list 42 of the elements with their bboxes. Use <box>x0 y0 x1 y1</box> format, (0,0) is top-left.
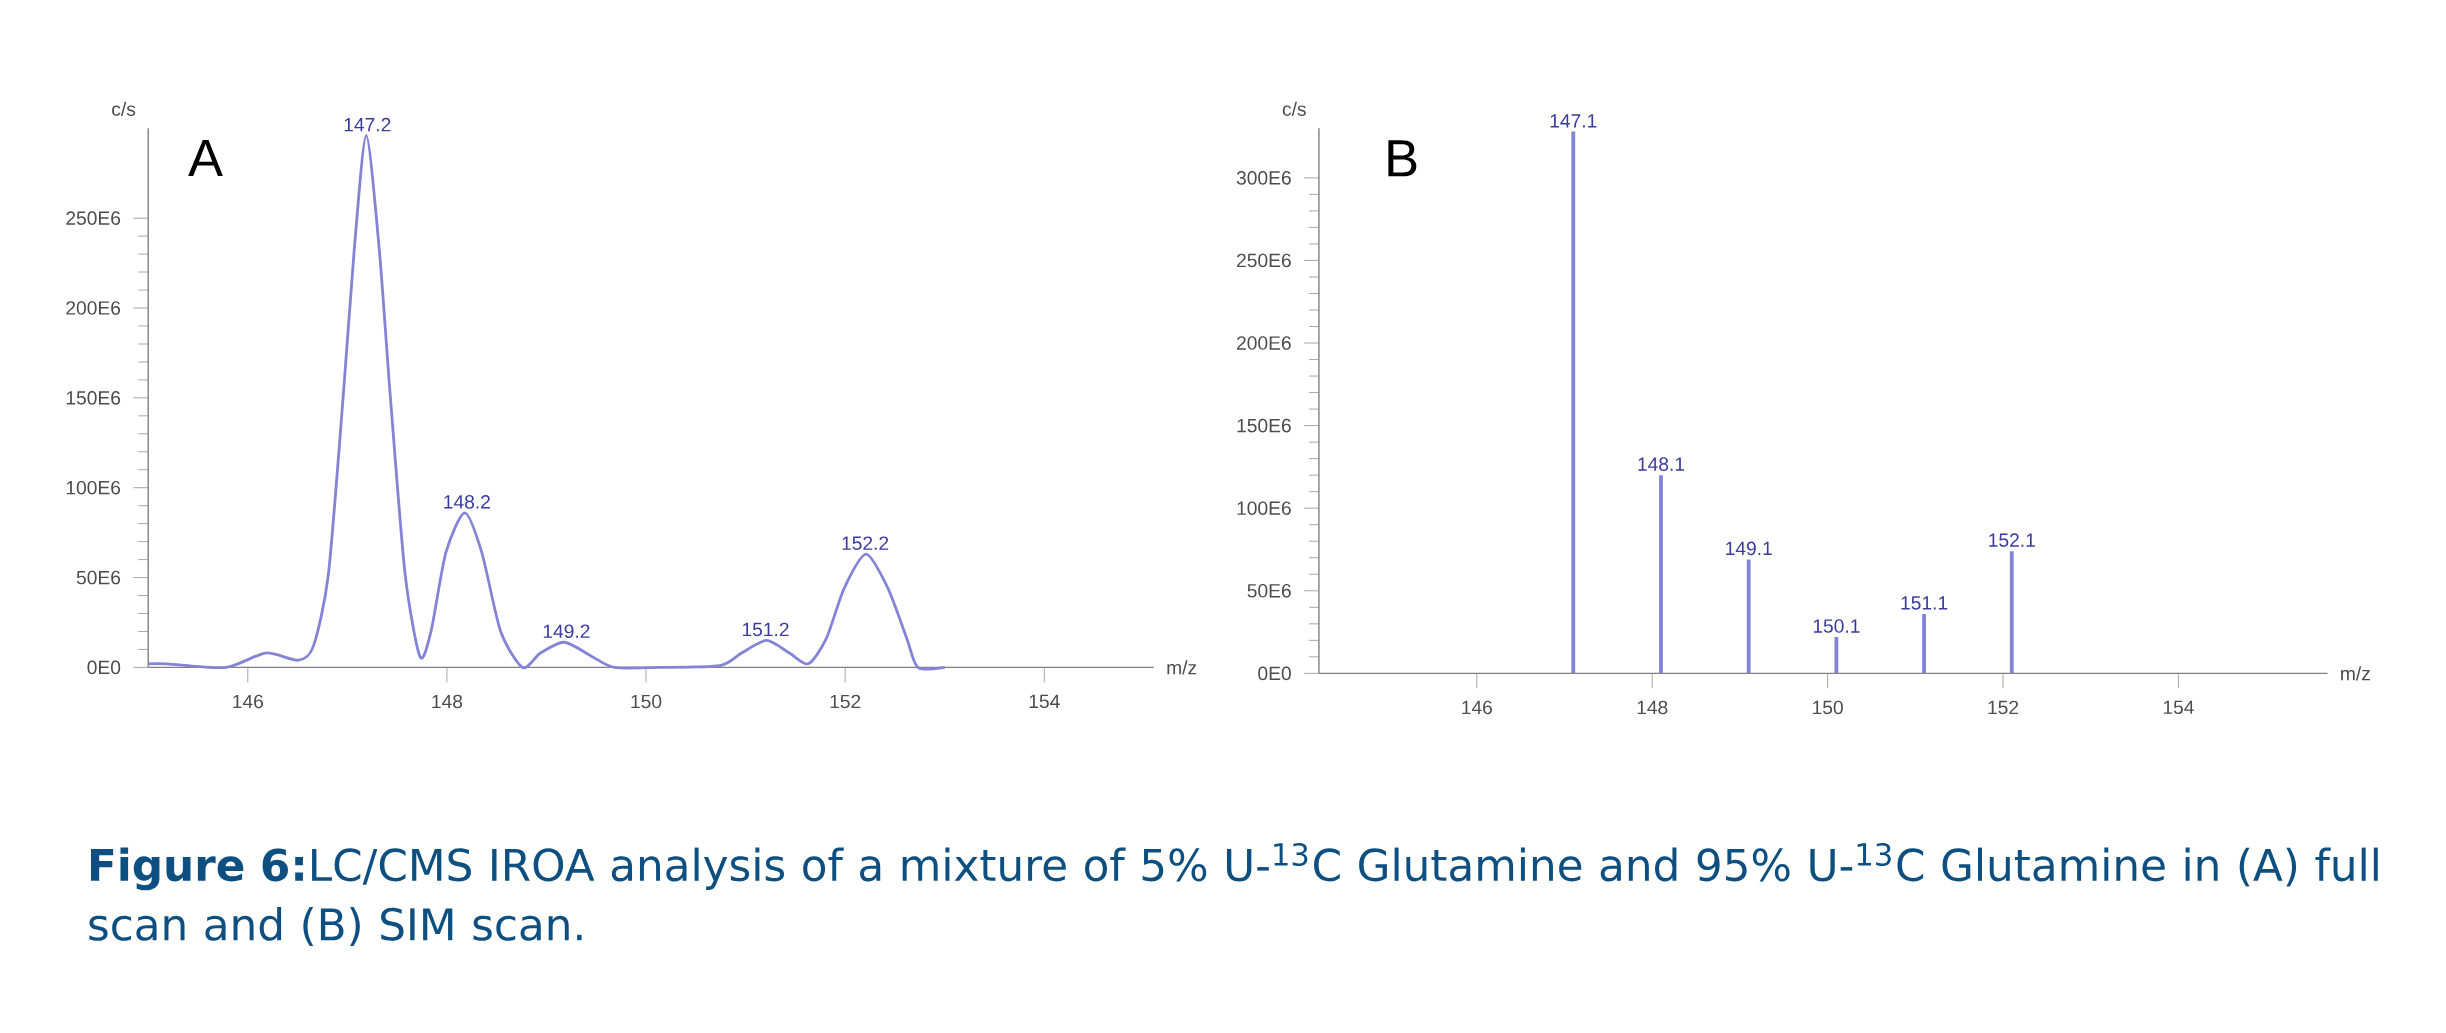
text: Figure 6:LC/CMS IROA analysis of a mixture of 5% U-$^{13}$C Glutamine and 95% U-$^{13}$C Glutamine in (A) full scan and (B) SIM scan. <box>89 842 2378 946</box>
y-axis-title: c/s <box>112 101 136 116</box>
x-tick-label: 146 <box>1462 700 1492 715</box>
x-tick-label: 152 <box>830 694 861 709</box>
x-tick-label: 146 <box>233 694 263 709</box>
y-tick-label: 100E6 <box>1237 501 1291 515</box>
x-tick-label: 150 <box>631 694 662 709</box>
y-tick-label: 200E6 <box>1237 336 1291 350</box>
x-tick-label: 154 <box>2163 700 2194 714</box>
annotation: 148.1 <box>1638 457 1685 471</box>
x-tick-label: 154 <box>1029 694 1060 708</box>
y-tick-label: 300E6 <box>1236 170 1291 185</box>
chart-title: B <box>1388 140 1417 177</box>
y-tick-label: 150E6 <box>1237 418 1291 433</box>
annotation: 151.2 <box>742 622 789 637</box>
y-tick-label: 0E0 <box>87 660 121 674</box>
annotation: 148.2 <box>444 494 490 509</box>
y-tick-label: 0E0 <box>1258 666 1291 680</box>
y-tick-label: 100E6 <box>66 480 121 495</box>
y-axis-title: c/s <box>1282 101 1306 116</box>
annotation: 151.1 <box>1901 596 1948 610</box>
annotation: 152.2 <box>842 536 889 550</box>
x-tick-label: 148 <box>1637 700 1668 715</box>
annotation: 152.1 <box>1989 533 2035 547</box>
annotation: 150.1 <box>1813 619 1860 633</box>
annotation: 147.2 <box>344 117 391 132</box>
x-tick-label: 150 <box>1813 700 1843 715</box>
y-tick-label: 250E6 <box>1237 253 1291 268</box>
annotation: 149.2 <box>543 624 590 638</box>
annotation: 149.1 <box>1726 541 1772 555</box>
y-tick-label: 50E6 <box>76 570 121 585</box>
y-tick-label: 150E6 <box>66 390 121 405</box>
x-tick-label: 152 <box>1988 700 2019 715</box>
y-tick-label: 50E6 <box>1247 583 1291 598</box>
y-tick-label: 250E6 <box>66 211 121 225</box>
x-axis-title: m/z <box>1167 660 1197 675</box>
annotation: 147.1 <box>1550 113 1597 128</box>
x-axis-title: m/z <box>2341 666 2370 681</box>
x-tick-label: 148 <box>432 694 463 709</box>
y-tick-label: 200E6 <box>66 300 121 315</box>
line-series <box>146 133 947 670</box>
chart-title: A <box>188 139 223 176</box>
